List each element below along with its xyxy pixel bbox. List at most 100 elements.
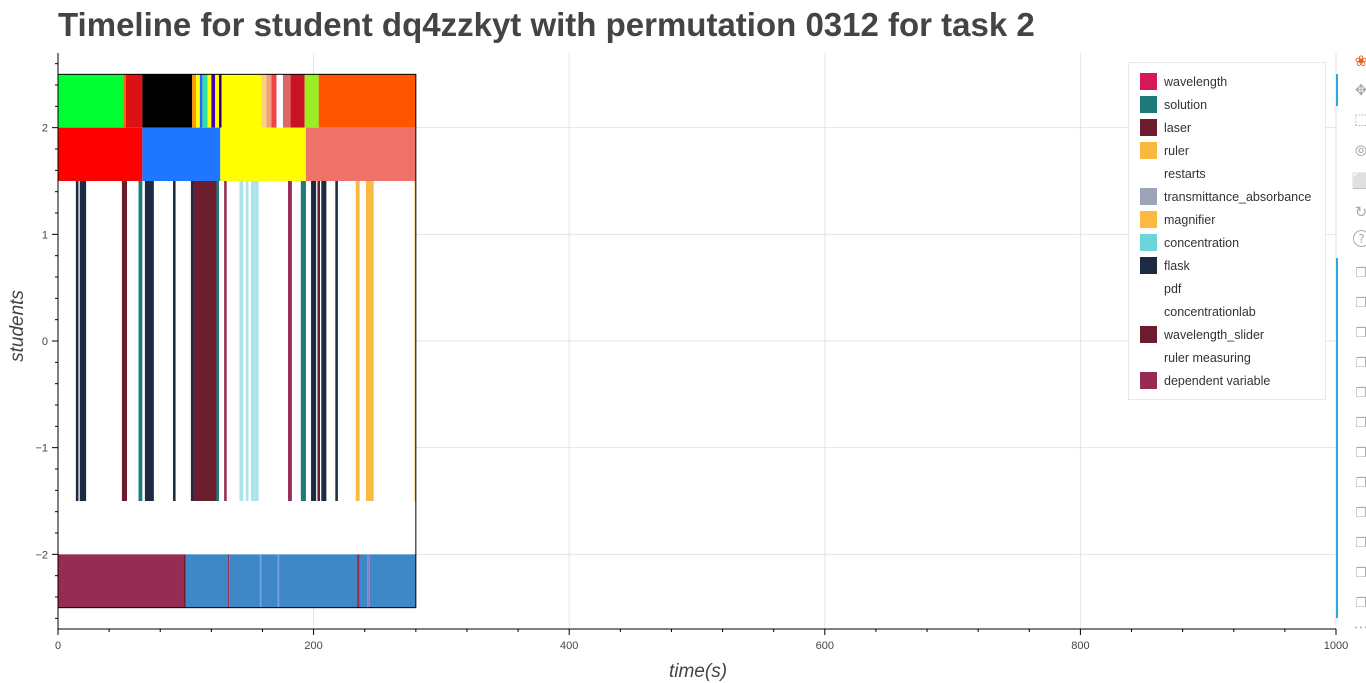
hover-icon[interactable]: ❐ bbox=[1355, 565, 1366, 581]
timeline-segment[interactable] bbox=[220, 127, 306, 181]
y-axis-label: students bbox=[7, 290, 28, 362]
timeline-segment[interactable] bbox=[215, 74, 220, 128]
timeline-segment[interactable] bbox=[79, 181, 87, 501]
timeline-segment[interactable] bbox=[365, 181, 374, 501]
timeline-segment[interactable] bbox=[276, 74, 283, 128]
timeline-segment[interactable] bbox=[193, 181, 217, 501]
timeline-segment[interactable] bbox=[245, 181, 249, 501]
legend-item[interactable]: restarts bbox=[1140, 162, 1206, 185]
timeline-segment[interactable] bbox=[58, 554, 184, 608]
timeline-segment[interactable] bbox=[196, 74, 200, 128]
timeline-segment[interactable] bbox=[277, 554, 280, 608]
timeline-segment[interactable] bbox=[142, 74, 193, 128]
timeline-segment[interactable] bbox=[311, 181, 317, 501]
hover-icon[interactable]: ❐ bbox=[1355, 475, 1366, 491]
timeline-segment[interactable] bbox=[335, 181, 338, 501]
timeline-segment[interactable] bbox=[414, 181, 416, 501]
timeline-segment[interactable] bbox=[250, 181, 255, 501]
timeline-segment[interactable] bbox=[355, 181, 360, 501]
timeline-segment[interactable] bbox=[190, 181, 194, 501]
timeline-segment[interactable] bbox=[125, 74, 143, 128]
timeline-segment[interactable] bbox=[367, 554, 370, 608]
timeline-segment[interactable] bbox=[202, 74, 208, 128]
timeline-segment[interactable] bbox=[173, 181, 176, 501]
timeline-segment[interactable] bbox=[282, 74, 291, 128]
wheel-zoom-icon[interactable]: ⦾ bbox=[1354, 142, 1366, 160]
timeline-segment[interactable] bbox=[221, 74, 262, 128]
timeline-segment[interactable] bbox=[138, 181, 143, 501]
legend-item[interactable]: transmittance_absorbance bbox=[1140, 185, 1311, 208]
pan-icon[interactable]: ✥ bbox=[1354, 81, 1366, 99]
timeline-segment[interactable] bbox=[58, 127, 143, 181]
legend-label: wavelength bbox=[1164, 74, 1228, 89]
legend-item[interactable]: ruler bbox=[1140, 139, 1189, 162]
legend-item[interactable]: concentration bbox=[1140, 231, 1239, 254]
timeline-segment[interactable] bbox=[300, 181, 306, 501]
legend-item[interactable]: magnifier bbox=[1140, 208, 1215, 231]
timeline-segment[interactable] bbox=[279, 554, 358, 608]
hover-icon[interactable]: ❐ bbox=[1355, 535, 1366, 551]
hover-icon[interactable]: ❐ bbox=[1355, 355, 1366, 371]
legend-item[interactable]: concentrationlab bbox=[1140, 300, 1256, 323]
timeline-segment[interactable] bbox=[318, 74, 416, 128]
timeline-segment[interactable] bbox=[227, 554, 230, 608]
timeline-segment[interactable] bbox=[304, 74, 319, 128]
timeline-segment[interactable] bbox=[121, 181, 128, 501]
legend-item[interactable]: ruler measuring bbox=[1140, 346, 1251, 369]
timeline-segment[interactable] bbox=[144, 181, 154, 501]
help-icon[interactable]: ? bbox=[1353, 230, 1366, 247]
timeline-segment[interactable] bbox=[211, 74, 216, 128]
legend-item[interactable]: wavelength bbox=[1140, 70, 1227, 93]
timeline-segment[interactable] bbox=[123, 74, 126, 128]
timeline-segment[interactable] bbox=[192, 74, 197, 128]
timeline-segment[interactable] bbox=[185, 554, 228, 608]
timeline-segment[interactable] bbox=[224, 181, 227, 501]
timeline-segment[interactable] bbox=[199, 74, 203, 128]
timeline-segment[interactable] bbox=[357, 554, 360, 608]
legend-item[interactable]: wavelength_slider bbox=[1140, 323, 1264, 346]
more-tools-icon[interactable]: ⋯ bbox=[1353, 618, 1366, 636]
hover-icon[interactable]: ❐ bbox=[1355, 415, 1366, 431]
timeline-segment[interactable] bbox=[142, 127, 221, 181]
timeline-segment[interactable] bbox=[261, 554, 278, 608]
hover-icon[interactable]: ❐ bbox=[1355, 295, 1366, 311]
hover-icon[interactable]: ❐ bbox=[1355, 265, 1366, 281]
legend-label: transmittance_absorbance bbox=[1164, 189, 1312, 204]
reset-icon[interactable]: ↻ bbox=[1354, 203, 1366, 221]
hover-icon[interactable]: ❐ bbox=[1355, 505, 1366, 521]
legend-item[interactable]: laser bbox=[1140, 116, 1191, 139]
timeline-segment[interactable] bbox=[239, 181, 244, 501]
timeline-segment[interactable] bbox=[290, 74, 305, 128]
timeline-segment[interactable] bbox=[288, 181, 292, 501]
timeline-segment[interactable] bbox=[305, 127, 416, 181]
timeline-segment[interactable] bbox=[369, 554, 416, 608]
timeline-segment[interactable] bbox=[261, 74, 267, 128]
timeline-segment[interactable] bbox=[219, 74, 222, 128]
timeline-segment[interactable] bbox=[216, 181, 220, 501]
hover-icon[interactable]: ❐ bbox=[1355, 325, 1366, 341]
legend-item[interactable]: dependent variable bbox=[1140, 369, 1270, 392]
timeline-segment[interactable] bbox=[271, 74, 277, 128]
timeline-segment[interactable] bbox=[317, 181, 320, 501]
save-icon[interactable]: ⬜ bbox=[1351, 172, 1366, 190]
timeline-segment[interactable] bbox=[207, 74, 212, 128]
legend-item[interactable]: pdf bbox=[1140, 277, 1181, 300]
timeline-segment[interactable] bbox=[321, 181, 327, 501]
timeline-segment[interactable] bbox=[75, 181, 79, 501]
box-zoom-icon[interactable]: ⬚ bbox=[1353, 110, 1366, 128]
legend-item[interactable]: solution bbox=[1140, 93, 1207, 116]
y-tick-label: 0 bbox=[42, 336, 48, 348]
timeline-segment[interactable] bbox=[254, 181, 259, 501]
timeline-segment[interactable] bbox=[229, 554, 260, 608]
hover-icon[interactable]: ❐ bbox=[1355, 385, 1366, 401]
legend-item[interactable]: flask bbox=[1140, 254, 1190, 277]
chart-legend[interactable]: wavelength solution laser ruler restarts tran… bbox=[1128, 62, 1326, 400]
timeline-segment[interactable] bbox=[259, 554, 262, 608]
timeline-segment[interactable] bbox=[359, 554, 368, 608]
hover-icon[interactable]: ❐ bbox=[1355, 445, 1366, 461]
timeline-segment[interactable] bbox=[266, 74, 272, 128]
timeline-segment[interactable] bbox=[183, 554, 186, 608]
timeline-segment[interactable] bbox=[58, 74, 124, 128]
hover-icon[interactable]: ❐ bbox=[1355, 595, 1366, 611]
